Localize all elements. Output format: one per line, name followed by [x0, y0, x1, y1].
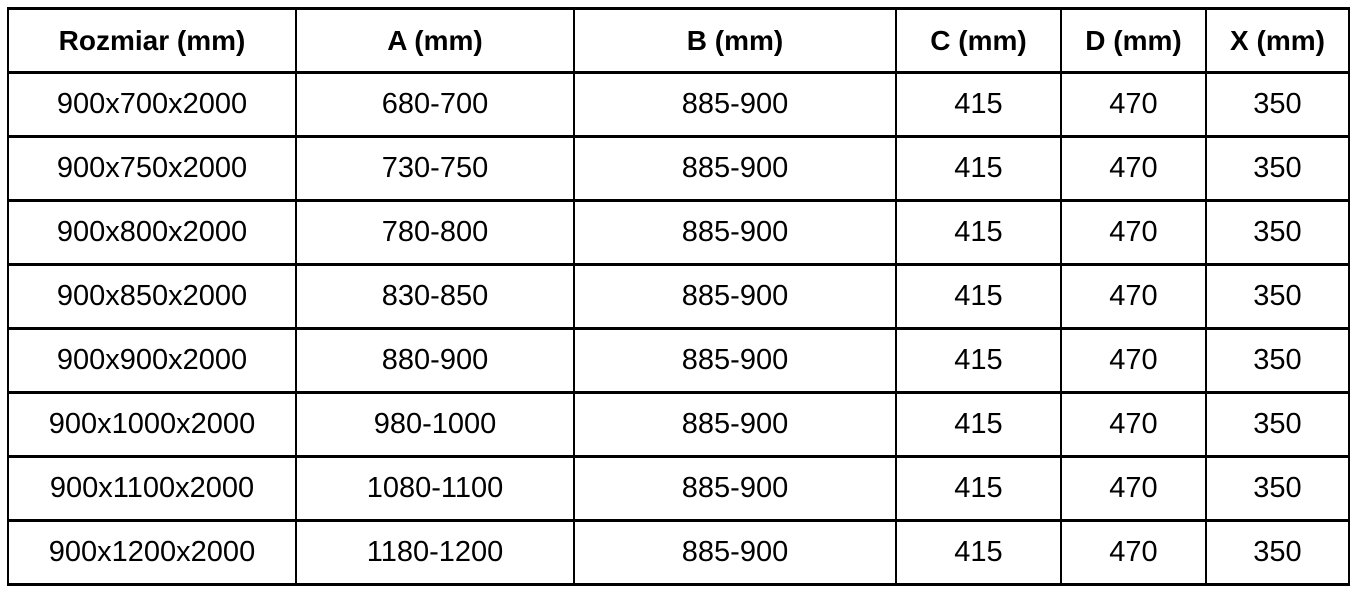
table-cell: 415	[895, 135, 1062, 202]
table-cell: 470	[1060, 135, 1207, 202]
column-header-b: B (mm)	[573, 7, 897, 74]
table-cell: 885-900	[573, 455, 897, 522]
table-cell: 415	[895, 199, 1062, 266]
table-cell: 900x750x2000	[7, 135, 297, 202]
table-cell: 415	[895, 455, 1062, 522]
table-cell: 885-900	[573, 71, 897, 138]
column-header-a: A (mm)	[295, 7, 575, 74]
table-cell: 350	[1205, 71, 1350, 138]
table-cell: 780-800	[295, 199, 575, 266]
table-cell: 470	[1060, 391, 1207, 458]
table-row: 900x850x2000 830-850 885-900 415 470 350	[7, 263, 1350, 330]
table-cell: 980-1000	[295, 391, 575, 458]
table-cell: 900x700x2000	[7, 71, 297, 138]
table-cell: 885-900	[573, 135, 897, 202]
table-cell: 885-900	[573, 391, 897, 458]
table-cell: 900x900x2000	[7, 327, 297, 394]
table-cell: 885-900	[573, 519, 897, 586]
table-cell: 350	[1205, 455, 1350, 522]
table-cell: 730-750	[295, 135, 575, 202]
table-row: 900x700x2000 680-700 885-900 415 470 350	[7, 71, 1350, 138]
table-cell: 350	[1205, 263, 1350, 330]
table-cell: 470	[1060, 327, 1207, 394]
table-cell: 885-900	[573, 327, 897, 394]
table-cell: 350	[1205, 391, 1350, 458]
table-cell: 900x1200x2000	[7, 519, 297, 586]
table-cell: 1080-1100	[295, 455, 575, 522]
table-cell: 900x850x2000	[7, 263, 297, 330]
table-cell: 415	[895, 519, 1062, 586]
table-cell: 350	[1205, 519, 1350, 586]
table-cell: 1180-1200	[295, 519, 575, 586]
table-cell: 415	[895, 71, 1062, 138]
table-cell: 350	[1205, 135, 1350, 202]
column-header-c: C (mm)	[895, 7, 1062, 74]
table-cell: 350	[1205, 327, 1350, 394]
table-cell: 830-850	[295, 263, 575, 330]
table-cell: 415	[895, 327, 1062, 394]
table-row: 900x800x2000 780-800 885-900 415 470 350	[7, 199, 1350, 266]
table-cell: 470	[1060, 71, 1207, 138]
table-row: 900x1100x2000 1080-1100 885-900 415 470 …	[7, 455, 1350, 522]
column-header-x: X (mm)	[1205, 7, 1350, 74]
table-row: 900x1000x2000 980-1000 885-900 415 470 3…	[7, 391, 1350, 458]
column-header-d: D (mm)	[1060, 7, 1207, 74]
table-cell: 470	[1060, 519, 1207, 586]
table-cell: 470	[1060, 199, 1207, 266]
table-cell: 350	[1205, 199, 1350, 266]
table-cell: 470	[1060, 455, 1207, 522]
column-header-rozmiar: Rozmiar (mm)	[7, 7, 297, 74]
dimensions-table: Rozmiar (mm) A (mm) B (mm) C (mm) D (mm)…	[7, 7, 1350, 586]
table-cell: 415	[895, 391, 1062, 458]
table-cell: 880-900	[295, 327, 575, 394]
table-cell: 900x1100x2000	[7, 455, 297, 522]
table-cell: 900x1000x2000	[7, 391, 297, 458]
header-row: Rozmiar (mm) A (mm) B (mm) C (mm) D (mm)…	[7, 7, 1350, 74]
table-cell: 470	[1060, 263, 1207, 330]
table-cell: 900x800x2000	[7, 199, 297, 266]
table-cell: 680-700	[295, 71, 575, 138]
table-row: 900x1200x2000 1180-1200 885-900 415 470 …	[7, 519, 1350, 586]
table-row: 900x750x2000 730-750 885-900 415 470 350	[7, 135, 1350, 202]
table-row: 900x900x2000 880-900 885-900 415 470 350	[7, 327, 1350, 394]
table-cell: 885-900	[573, 199, 897, 266]
table-cell: 885-900	[573, 263, 897, 330]
table-cell: 415	[895, 263, 1062, 330]
